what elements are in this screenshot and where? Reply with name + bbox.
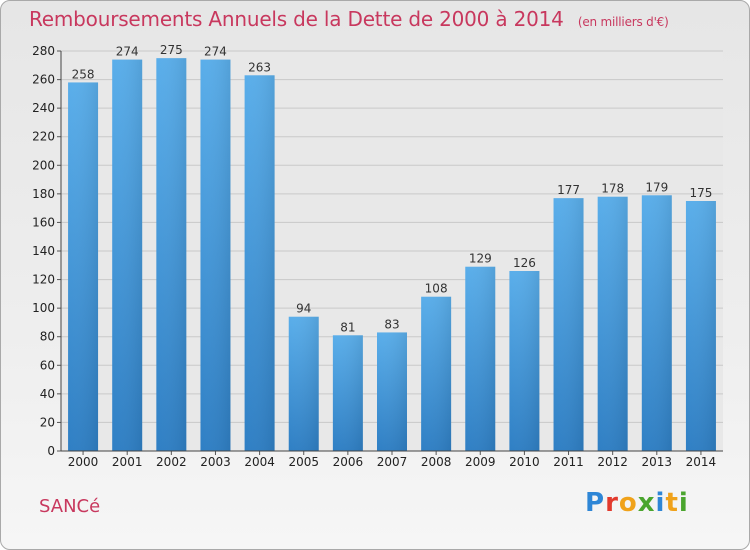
bar-shade <box>377 332 407 451</box>
x-tick-label: 2000 <box>68 455 99 469</box>
x-tick-label: 2007 <box>377 455 408 469</box>
x-tick-label: 2014 <box>686 455 717 469</box>
x-tick-label: 2010 <box>509 455 540 469</box>
proxiti-logo: Proxiti <box>585 488 689 518</box>
data-label: 108 <box>425 282 448 296</box>
bar-shade <box>421 296 452 451</box>
bar-shade <box>509 271 540 451</box>
bar-shade <box>332 335 363 451</box>
logo-letter: i <box>655 488 666 518</box>
x-tick-label: 2012 <box>597 455 628 469</box>
chart-title: Remboursements Annuels de la Dette de 20… <box>29 7 669 31</box>
y-tick-label: 260 <box>32 73 55 87</box>
x-tick-label: 2001 <box>112 455 143 469</box>
logo-letter: P <box>585 488 606 518</box>
bar-shade <box>200 59 231 451</box>
chart-unit-note: (en milliers d'€) <box>577 15 669 29</box>
x-tick-label: 2003 <box>200 455 231 469</box>
y-tick-label: 140 <box>32 244 55 258</box>
data-label: 258 <box>72 67 95 81</box>
data-label: 94 <box>296 302 311 316</box>
data-label: 274 <box>204 45 227 59</box>
y-tick-label: 240 <box>32 101 55 115</box>
x-tick-label: 2002 <box>156 455 187 469</box>
logo-letter: t <box>665 488 679 518</box>
data-label: 263 <box>248 60 271 74</box>
x-tick-label: 2005 <box>288 455 319 469</box>
x-tick-label: 2009 <box>465 455 496 469</box>
y-tick-label: 180 <box>32 187 55 201</box>
bar-shade <box>597 196 628 451</box>
bar-shade <box>553 198 584 451</box>
logo-letter: r <box>605 488 619 518</box>
y-tick-label: 160 <box>32 215 55 229</box>
data-label: 274 <box>116 45 139 59</box>
y-tick-label: 100 <box>32 301 55 315</box>
bar-shade <box>68 82 99 451</box>
logo-letter: x <box>637 488 656 518</box>
bar-shade <box>465 266 496 451</box>
data-label: 177 <box>557 183 580 197</box>
y-tick-label: 60 <box>40 358 55 372</box>
logo-letter: o <box>618 488 638 518</box>
x-tick-label: 2006 <box>333 455 364 469</box>
y-tick-label: 280 <box>32 44 55 58</box>
commune-name: SANCé <box>39 496 101 517</box>
bar-shade <box>685 201 716 451</box>
data-label: 178 <box>601 182 624 196</box>
data-label: 126 <box>513 256 536 270</box>
chart-title-text: Remboursements Annuels de la Dette de 20… <box>29 7 564 31</box>
x-tick-label: 2013 <box>642 455 673 469</box>
x-tick-label: 2008 <box>421 455 452 469</box>
x-tick-label: 2011 <box>553 455 584 469</box>
y-tick-label: 40 <box>40 387 55 401</box>
bar-shade <box>112 59 143 451</box>
data-label: 275 <box>160 43 183 57</box>
y-tick-label: 20 <box>40 415 55 429</box>
bar-shade <box>156 58 187 452</box>
y-tick-label: 80 <box>40 330 55 344</box>
x-tick-label: 2004 <box>244 455 275 469</box>
y-tick-label: 120 <box>32 273 55 287</box>
data-label: 175 <box>689 186 712 200</box>
y-tick-label: 0 <box>47 444 55 458</box>
data-label: 81 <box>340 320 355 334</box>
bar-shade <box>244 75 275 452</box>
logo-letter: i <box>678 488 689 518</box>
y-tick-label: 220 <box>32 130 55 144</box>
data-label: 179 <box>645 180 668 194</box>
bar-shade <box>288 316 319 451</box>
data-label: 129 <box>469 252 492 266</box>
bar-shade <box>641 195 672 451</box>
data-label: 83 <box>384 317 399 331</box>
y-tick-label: 200 <box>32 158 55 172</box>
